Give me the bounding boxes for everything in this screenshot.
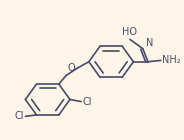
- Text: Cl: Cl: [15, 111, 24, 121]
- Text: HO: HO: [122, 27, 137, 37]
- Text: N: N: [146, 38, 153, 48]
- Text: NH₂: NH₂: [162, 55, 181, 65]
- Text: O: O: [68, 63, 75, 73]
- Text: Cl: Cl: [82, 97, 92, 107]
